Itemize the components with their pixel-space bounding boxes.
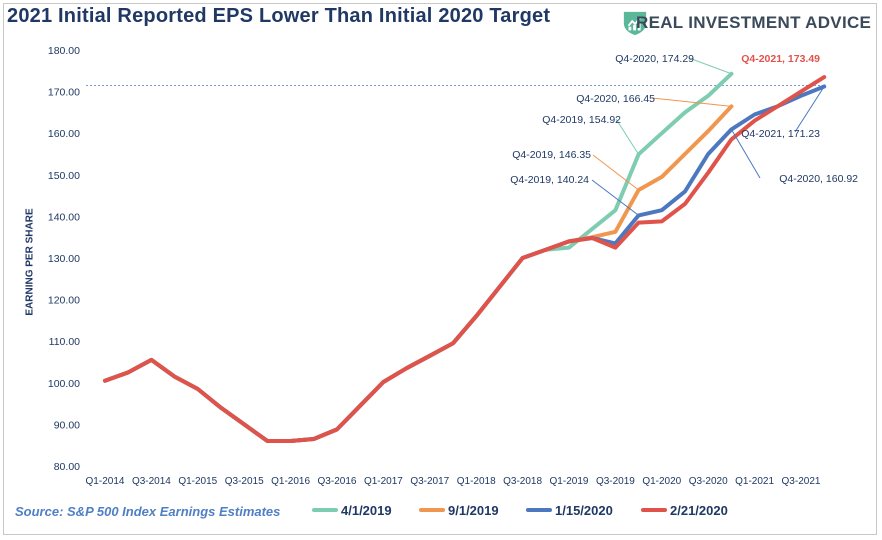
x-tick-label: Q1-2021 xyxy=(735,476,774,487)
y-tick-label: 170.00 xyxy=(48,87,80,99)
source-note: Source: S&P 500 Index Earnings Estimates xyxy=(15,504,281,519)
annotation-leader xyxy=(591,179,639,216)
x-tick-label: Q3-2016 xyxy=(318,476,357,487)
x-tick-label: Q1-2014 xyxy=(86,476,125,487)
x-tick-label: Q3-2017 xyxy=(410,476,449,487)
annotation-label: Q4-2019, 154.92 xyxy=(542,114,621,126)
y-tick-label: 140.00 xyxy=(48,211,80,223)
x-tick-label: Q3-2015 xyxy=(225,476,264,487)
annotation-label: Q4-2019, 146.35 xyxy=(512,149,591,161)
legend-label: 4/1/2019 xyxy=(341,503,392,518)
x-tick-label: Q1-2016 xyxy=(271,476,310,487)
x-tick-label: Q1-2015 xyxy=(178,476,217,487)
series-line-2/21/2020 xyxy=(103,75,827,443)
annotation-leader xyxy=(794,86,825,133)
y-tick-label: 130.00 xyxy=(48,253,80,265)
y-tick-label: 120.00 xyxy=(48,295,80,307)
legend-label: 9/1/2019 xyxy=(448,503,499,518)
annotation-label: Q4-2021, 173.49 xyxy=(741,53,820,65)
annotation-label: Q4-2020, 166.45 xyxy=(576,93,655,105)
annotation-label: Q4-2020, 160.92 xyxy=(779,173,858,185)
x-tick-label: Q1-2018 xyxy=(457,476,496,487)
y-tick-label: 150.00 xyxy=(48,170,80,182)
y-tick-label: 180.00 xyxy=(48,45,80,57)
brand-name: REAL INVESTMENT ADVICE xyxy=(636,13,872,32)
x-tick-label: Q1-2017 xyxy=(364,476,403,487)
x-tick-label: Q1-2020 xyxy=(642,476,681,487)
y-tick-label: 80.00 xyxy=(54,461,80,473)
annotation-label: Q4-2021, 171.23 xyxy=(741,128,820,140)
series-line-1/15/2020 xyxy=(103,84,827,443)
chart-frame xyxy=(3,3,877,535)
x-tick-label: Q3-2021 xyxy=(782,476,821,487)
y-tick-label: 100.00 xyxy=(48,378,80,390)
y-tick-label: 90.00 xyxy=(54,419,80,431)
annotation-leader xyxy=(651,97,732,107)
legend-label: 2/21/2020 xyxy=(670,503,728,518)
annotation-label: Q4-2019, 140.24 xyxy=(510,174,589,186)
chart-title: 2021 Initial Reported EPS Lower Than Ini… xyxy=(7,5,551,27)
x-tick-label: Q3-2020 xyxy=(689,476,728,487)
annotation-leader xyxy=(730,129,761,179)
legend-label: 1/15/2020 xyxy=(555,503,613,518)
x-tick-label: Q3-2019 xyxy=(596,476,635,487)
x-tick-label: Q3-2014 xyxy=(132,476,171,487)
y-tick-label: 160.00 xyxy=(48,128,80,140)
series-line-4/1/2019 xyxy=(103,71,734,443)
shield-logo-icon xyxy=(623,11,647,36)
annotation-leader xyxy=(688,57,732,75)
annotation-leader xyxy=(592,154,639,191)
annotation-leader xyxy=(615,118,640,155)
annotation-label: Q4-2020, 174.29 xyxy=(615,53,694,65)
x-tick-label: Q1-2019 xyxy=(550,476,589,487)
y-tick-label: 110.00 xyxy=(49,336,80,348)
x-tick-label: Q3-2018 xyxy=(503,476,542,487)
